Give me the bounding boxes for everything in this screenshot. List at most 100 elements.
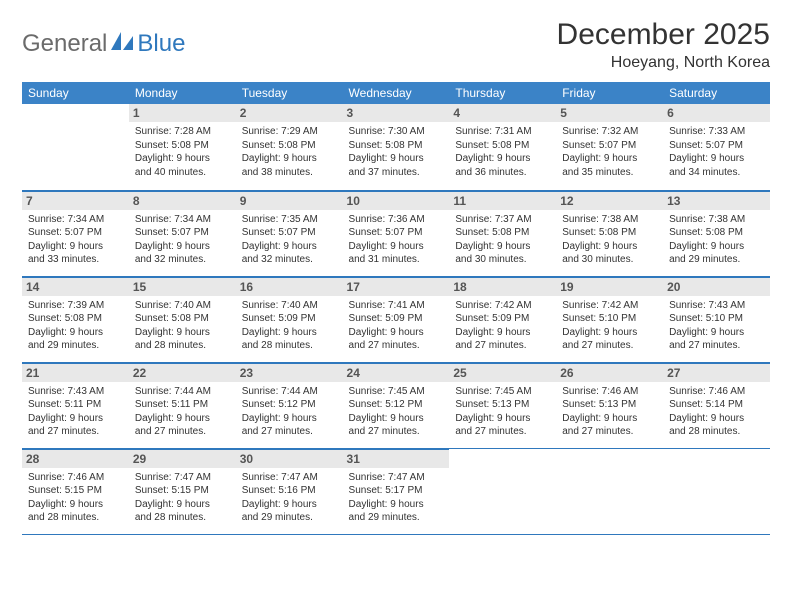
calendar-cell: 20Sunrise: 7:43 AMSunset: 5:10 PMDayligh… <box>663 276 770 362</box>
day-header: Friday <box>556 82 663 104</box>
daylight-text: Daylight: 9 hours <box>135 412 230 426</box>
day-number: 29 <box>129 449 236 468</box>
sunset-text: Sunset: 5:08 PM <box>135 312 230 326</box>
sunrise-text: Sunrise: 7:45 AM <box>455 385 550 399</box>
daylight-text: and 27 minutes. <box>349 425 444 439</box>
daylight-text: and 36 minutes. <box>455 166 550 180</box>
sunrise-text: Sunrise: 7:39 AM <box>28 299 123 313</box>
daylight-text: and 30 minutes. <box>455 253 550 267</box>
sunrise-text: Sunrise: 7:34 AM <box>135 213 230 227</box>
daylight-text: and 27 minutes. <box>349 339 444 353</box>
calendar-cell: 11Sunrise: 7:37 AMSunset: 5:08 PMDayligh… <box>449 190 556 276</box>
sunrise-text: Sunrise: 7:42 AM <box>562 299 657 313</box>
sunrise-text: Sunrise: 7:46 AM <box>28 471 123 485</box>
daylight-text: and 29 minutes. <box>349 511 444 525</box>
daylight-text: Daylight: 9 hours <box>562 152 657 166</box>
calendar-cell: 14Sunrise: 7:39 AMSunset: 5:08 PMDayligh… <box>22 276 129 362</box>
day-number: 20 <box>663 277 770 296</box>
daylight-text: and 28 minutes. <box>135 511 230 525</box>
sunset-text: Sunset: 5:07 PM <box>669 139 764 153</box>
daylight-text: Daylight: 9 hours <box>135 498 230 512</box>
day-number: 28 <box>22 449 129 468</box>
sunset-text: Sunset: 5:15 PM <box>135 484 230 498</box>
calendar-cell: 25Sunrise: 7:45 AMSunset: 5:13 PMDayligh… <box>449 362 556 448</box>
daylight-text: and 28 minutes. <box>242 339 337 353</box>
calendar-cell: 29 Sunrise: 7:47 AMSunset: 5:15 PMDayligh… <box>129 448 236 534</box>
calendar-week-row: 1Sunrise: 7:28 AMSunset: 5:08 PMDaylight… <box>22 104 770 190</box>
sunset-text: Sunset: 5:08 PM <box>562 226 657 240</box>
daylight-text: and 29 minutes. <box>28 339 123 353</box>
day-number: 16 <box>236 277 343 296</box>
daylight-text: and 34 minutes. <box>669 166 764 180</box>
sunset-text: Sunset: 5:07 PM <box>562 139 657 153</box>
sunrise-text: Sunrise: 7:47 AM <box>135 471 230 485</box>
sunset-text: Sunset: 5:08 PM <box>455 139 550 153</box>
sunrise-text: Sunrise: 7:32 AM <box>562 125 657 139</box>
sunset-text: Sunset: 5:08 PM <box>349 139 444 153</box>
calendar-cell: 6Sunrise: 7:33 AMSunset: 5:07 PMDaylight… <box>663 104 770 190</box>
calendar-week-row: 7Sunrise: 7:34 AMSunset: 5:07 PMDaylight… <box>22 190 770 276</box>
daylight-text: and 29 minutes. <box>669 253 764 267</box>
sunrise-text: Sunrise: 7:38 AM <box>669 213 764 227</box>
daylight-text: and 30 minutes. <box>562 253 657 267</box>
day-number: 25 <box>449 363 556 382</box>
daylight-text: Daylight: 9 hours <box>28 412 123 426</box>
daylight-text: and 28 minutes. <box>28 511 123 525</box>
sunset-text: Sunset: 5:08 PM <box>669 226 764 240</box>
day-header: Thursday <box>449 82 556 104</box>
sunrise-text: Sunrise: 7:29 AM <box>242 125 337 139</box>
calendar-cell: 13Sunrise: 7:38 AMSunset: 5:08 PMDayligh… <box>663 190 770 276</box>
daylight-text: Daylight: 9 hours <box>242 152 337 166</box>
day-header-row: SundayMondayTuesdayWednesdayThursdayFrid… <box>22 82 770 104</box>
day-number: 21 <box>22 363 129 382</box>
day-header: Saturday <box>663 82 770 104</box>
logo-text-blue: Blue <box>137 30 185 58</box>
day-number: 27 <box>663 363 770 382</box>
day-header: Tuesday <box>236 82 343 104</box>
daylight-text: Daylight: 9 hours <box>455 152 550 166</box>
day-number: 18 <box>449 277 556 296</box>
sunset-text: Sunset: 5:10 PM <box>669 312 764 326</box>
calendar-cell: 22Sunrise: 7:44 AMSunset: 5:11 PMDayligh… <box>129 362 236 448</box>
sunset-text: Sunset: 5:08 PM <box>28 312 123 326</box>
sunrise-text: Sunrise: 7:46 AM <box>669 385 764 399</box>
day-number: 1 <box>129 104 236 122</box>
sunset-text: Sunset: 5:08 PM <box>135 139 230 153</box>
calendar-cell: 27Sunrise: 7:46 AMSunset: 5:14 PMDayligh… <box>663 362 770 448</box>
sunset-text: Sunset: 5:07 PM <box>242 226 337 240</box>
daylight-text: and 27 minutes. <box>135 425 230 439</box>
daylight-text: Daylight: 9 hours <box>349 152 444 166</box>
calendar-cell: 8Sunrise: 7:34 AMSunset: 5:07 PMDaylight… <box>129 190 236 276</box>
calendar-cell: 16Sunrise: 7:40 AMSunset: 5:09 PMDayligh… <box>236 276 343 362</box>
day-number: 4 <box>449 104 556 122</box>
sunset-text: Sunset: 5:09 PM <box>349 312 444 326</box>
sunrise-text: Sunrise: 7:42 AM <box>455 299 550 313</box>
daylight-text: Daylight: 9 hours <box>28 326 123 340</box>
sunrise-text: Sunrise: 7:34 AM <box>28 213 123 227</box>
day-number: 22 <box>129 363 236 382</box>
calendar-cell-empty <box>663 448 770 534</box>
calendar-cell: 1Sunrise: 7:28 AMSunset: 5:08 PMDaylight… <box>129 104 236 190</box>
sunrise-text: Sunrise: 7:36 AM <box>349 213 444 227</box>
daylight-text: and 32 minutes. <box>242 253 337 267</box>
daylight-text: Daylight: 9 hours <box>349 498 444 512</box>
sunrise-text: Sunrise: 7:40 AM <box>135 299 230 313</box>
daylight-text: and 27 minutes. <box>455 425 550 439</box>
calendar-week-row: 14Sunrise: 7:39 AMSunset: 5:08 PMDayligh… <box>22 276 770 362</box>
day-number: 5 <box>556 104 663 122</box>
sunset-text: Sunset: 5:17 PM <box>349 484 444 498</box>
calendar-cell: 7Sunrise: 7:34 AMSunset: 5:07 PMDaylight… <box>22 190 129 276</box>
calendar-cell: 4Sunrise: 7:31 AMSunset: 5:08 PMDaylight… <box>449 104 556 190</box>
daylight-text: and 27 minutes. <box>669 339 764 353</box>
sunrise-text: Sunrise: 7:45 AM <box>349 385 444 399</box>
calendar-cell: 21Sunrise: 7:43 AMSunset: 5:11 PMDayligh… <box>22 362 129 448</box>
daylight-text: and 35 minutes. <box>562 166 657 180</box>
title-block: December 2025 Hoeyang, North Korea <box>557 18 770 72</box>
calendar-week-row: 28Sunrise: 7:46 AMSunset: 5:15 PMDayligh… <box>22 448 770 534</box>
day-number: 26 <box>556 363 663 382</box>
day-header: Sunday <box>22 82 129 104</box>
calendar-cell: 31Sunrise: 7:47 AMSunset: 5:17 PMDayligh… <box>343 448 450 534</box>
calendar-cell: 2Sunrise: 7:29 AMSunset: 5:08 PMDaylight… <box>236 104 343 190</box>
daylight-text: Daylight: 9 hours <box>135 326 230 340</box>
logo-sail-icon <box>111 32 133 57</box>
